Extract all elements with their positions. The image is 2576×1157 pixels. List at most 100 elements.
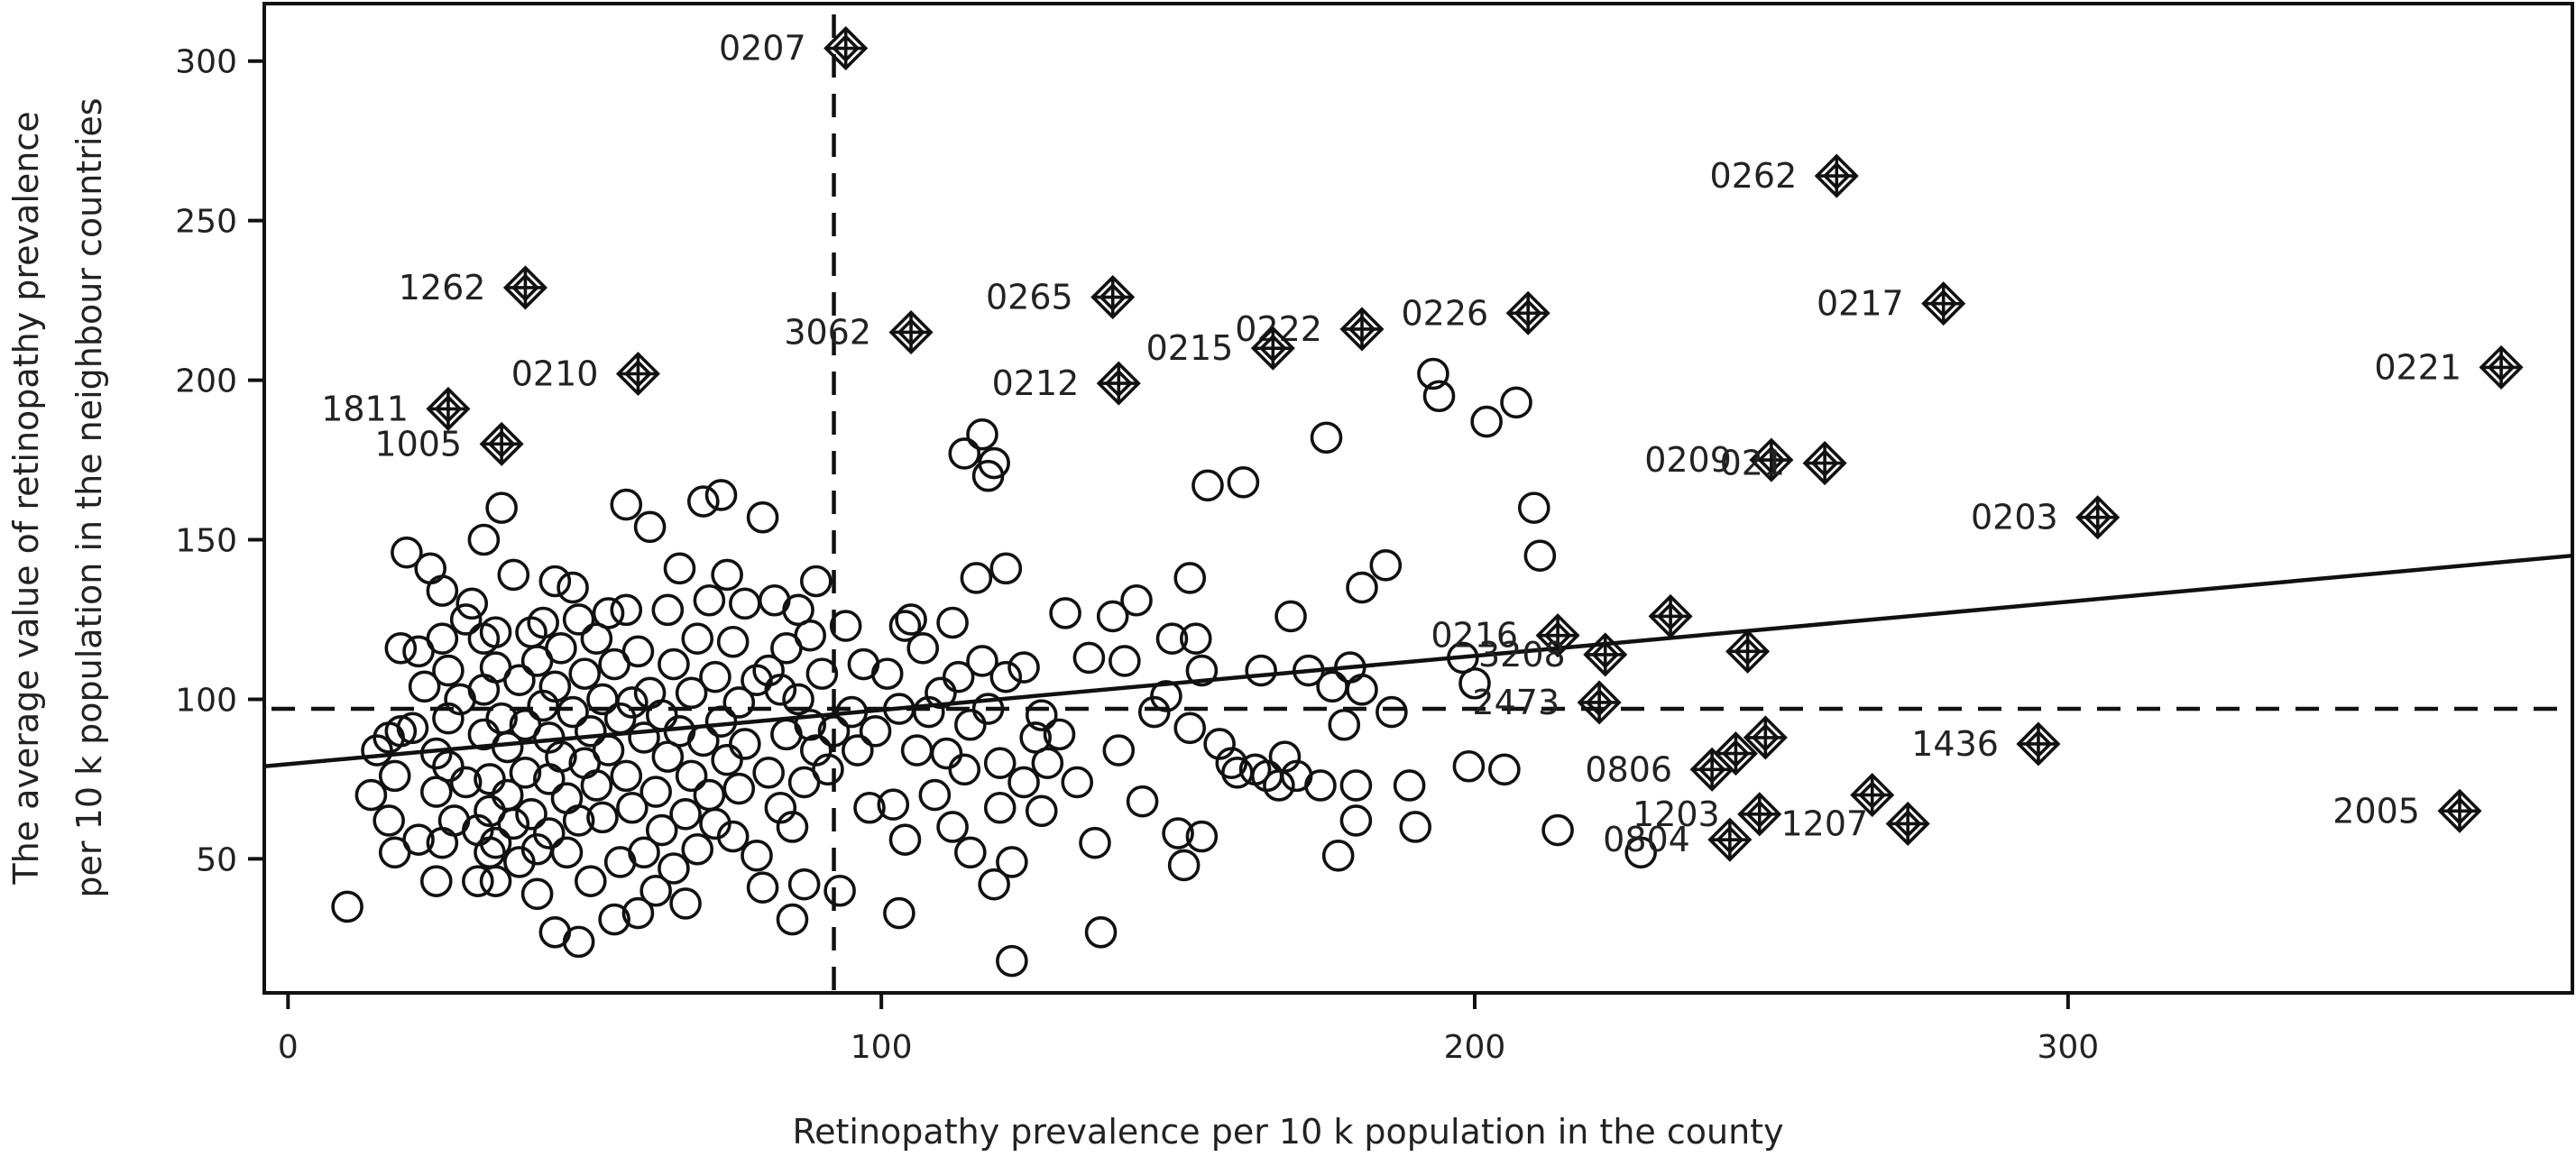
data-point-circle: [823, 874, 856, 907]
data-point-circle: [557, 571, 589, 604]
outlier-cross: [1739, 794, 1780, 834]
data-point-circle: [639, 776, 672, 808]
outlier-point: [1713, 731, 1758, 776]
data-point-circle: [550, 836, 584, 869]
data-point-circle: [888, 610, 922, 642]
data-point-circle: [503, 664, 536, 697]
outlier-diamond-outer: [1583, 632, 1628, 677]
data-point-circle: [586, 801, 619, 834]
data-point-circle: [842, 734, 874, 767]
data-point-circle: [1049, 597, 1081, 629]
axes: [262, 2, 2574, 995]
data-point-circle: [711, 558, 743, 592]
data-point-circle: [575, 715, 607, 748]
data-point-circle: [764, 674, 797, 706]
outlier-cross: [1508, 293, 1549, 334]
data-point-circle: [1180, 622, 1212, 656]
data-point-circle: [752, 654, 785, 687]
outlier-cross: [505, 267, 546, 308]
data-point-circle: [794, 708, 827, 741]
outlier-point: [1850, 773, 1895, 818]
outlier-diamond-outer: [2479, 344, 2524, 390]
ticks: 0 100 200 300 50 100 150 200 250 300: [175, 44, 2099, 1066]
data-point-circle: [1227, 466, 1260, 499]
data-point-circle: [474, 763, 506, 795]
y-tick-label: 100: [175, 682, 237, 719]
outlier-label: 0203: [1971, 498, 2058, 537]
data-point-circle: [996, 846, 1028, 878]
data-point-circle: [989, 660, 1023, 693]
outlier-cross: [428, 389, 468, 429]
outlier-label: 2005: [2332, 791, 2420, 831]
data-point-circle: [467, 523, 501, 556]
data-point-circle: [966, 418, 998, 451]
y-tick-label: 250: [175, 204, 237, 241]
outlier-point: 0217: [1817, 281, 1966, 326]
outlier-diamond-outer: [1250, 326, 1295, 371]
y-axis-title: The average value of retinopathy prevale…: [6, 97, 109, 897]
data-point-circle: [628, 836, 660, 869]
data-point-circle: [1096, 600, 1129, 633]
outlier-label: 1436: [1911, 724, 1999, 764]
data-point-circle: [1025, 699, 1058, 731]
outlier-diamond-outer: [2016, 721, 2061, 767]
data-point-circle: [699, 660, 731, 693]
data-point-circle: [687, 485, 720, 518]
outlier-cross: [1817, 156, 1857, 197]
data-point-circle: [1031, 747, 1064, 780]
data-point-circle: [936, 811, 969, 843]
data-point-circle: [462, 865, 494, 897]
data-point-circle: [1268, 740, 1302, 773]
outlier-point: 0262: [1710, 153, 1859, 198]
data-point-circle: [1061, 766, 1094, 799]
data-point-circle: [1173, 562, 1207, 594]
data-point-circle: [616, 791, 649, 824]
data-point-circle: [729, 728, 761, 760]
data-point-circle: [391, 536, 423, 569]
data-point-circle: [1369, 549, 1403, 582]
data-point-circle: [1120, 583, 1153, 617]
y-tick-label: 50: [196, 841, 237, 878]
data-point-circle: [592, 597, 625, 629]
data-point-circle: [1417, 357, 1449, 390]
outlier-diamond-outer: [1713, 731, 1758, 776]
data-point-circle: [799, 565, 833, 598]
data-point-circle: [432, 654, 465, 687]
data-point-circle: [936, 606, 969, 639]
data-point-circle: [1488, 753, 1521, 786]
data-point-circle: [729, 587, 761, 620]
outlier-cross: [1253, 328, 1293, 369]
outlier-point: 0265: [986, 275, 1136, 320]
data-point-circle: [906, 632, 940, 665]
data-point-circle: [373, 804, 405, 837]
outlier-point: [1725, 629, 1771, 674]
outlier-point: 0806: [1585, 747, 1734, 792]
data-point-circle: [983, 791, 1017, 824]
outlier-point: 1203: [1633, 792, 1782, 837]
data-point-circle: [870, 657, 904, 690]
outlier-cross: [1716, 733, 1756, 774]
data-point-circle: [545, 740, 577, 773]
data-point-circle: [432, 702, 465, 735]
data-point-circle: [1458, 666, 1491, 700]
x-tick-label: 200: [1444, 1029, 1506, 1066]
data-point-circle: [746, 500, 779, 534]
data-point-circle: [432, 749, 465, 783]
data-point-circle: [1155, 622, 1189, 656]
data-point-circle: [396, 712, 429, 745]
data-point-circle: [776, 811, 809, 843]
data-point-circle: [888, 823, 922, 856]
data-point-circle: [895, 603, 927, 636]
data-point-circle: [592, 734, 625, 767]
data-point-circle: [764, 791, 797, 824]
outlier-label: 3208: [1478, 635, 1566, 675]
data-point-circle: [1292, 654, 1325, 687]
data-point-circle: [550, 782, 584, 814]
data-point-circle: [509, 757, 542, 789]
data-point-circle: [331, 890, 363, 923]
data-point-circle: [639, 874, 672, 907]
outlier-label: 0212: [992, 363, 1080, 403]
outlier-point: 0226: [1401, 290, 1550, 335]
outlier-cross: [1538, 615, 1578, 656]
